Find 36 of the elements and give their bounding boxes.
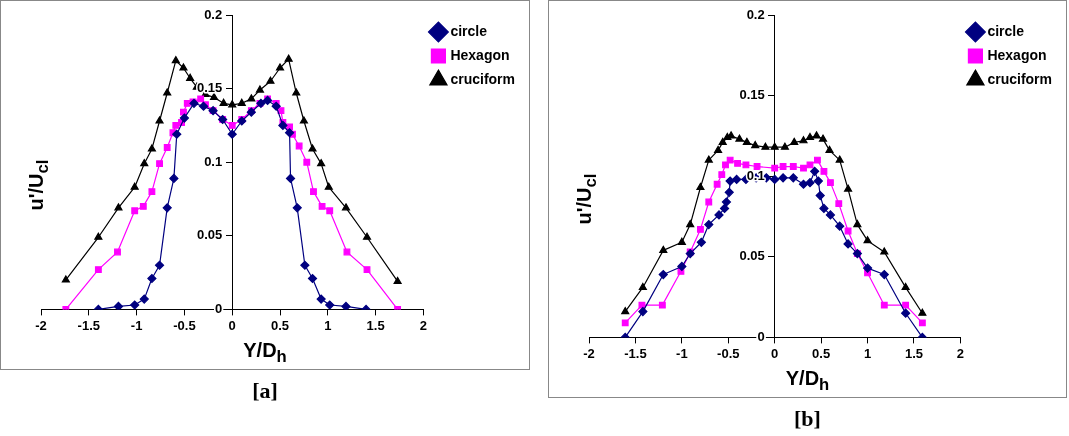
- x-tick-label: -2: [583, 345, 595, 361]
- x-tick-label: 1: [863, 345, 872, 361]
- legend-label: cruciform: [450, 70, 516, 87]
- x-tick-label: -2: [35, 317, 47, 333]
- x-tick-label: 1.5: [366, 317, 385, 333]
- x-tick-label: -1: [130, 317, 143, 333]
- x-tick-label: -0.5: [717, 345, 740, 361]
- x-tick-label: 0: [771, 345, 779, 361]
- legend-label: Hexagon: [450, 46, 510, 63]
- x-axis-title: Y/D$_{h}$: [242, 339, 288, 367]
- x-tick-label: 1: [324, 317, 332, 333]
- x-tick-label: 0: [228, 317, 236, 333]
- x-tick-label: -0.5: [173, 317, 196, 333]
- y-tick-label: 0.1: [204, 153, 223, 169]
- legend-label: Hexagon: [987, 46, 1047, 63]
- x-tick-label: 2: [956, 345, 965, 361]
- x-tick-label: 2: [419, 317, 428, 333]
- x-tick-label: -1.5: [624, 345, 647, 361]
- x-tick-label: 0.5: [812, 345, 831, 361]
- x-tick-label: -1: [676, 345, 688, 361]
- y-tick-label: 0.05: [739, 248, 765, 264]
- x-tick-label: 1.5: [904, 345, 924, 361]
- y-tick-label: 0: [214, 300, 223, 316]
- text: [a]: [252, 378, 278, 404]
- x-axis-title: Y/D$_{h}$: [784, 367, 831, 395]
- x-tick-label: -1.5: [77, 317, 101, 333]
- y-tick-label: 0: [757, 328, 765, 344]
- y-tick-label: 0.05: [196, 227, 223, 243]
- legend-label: cruciform: [987, 70, 1053, 87]
- y-tick-label: 0.15: [739, 87, 765, 103]
- x-tick-label: 0.5: [270, 317, 290, 333]
- y-tick-label: 0.2: [746, 6, 765, 22]
- text: [b]: [794, 406, 821, 432]
- legend-label: circle: [987, 22, 1025, 39]
- y-tick-label: 0.2: [204, 6, 223, 22]
- legend-label: circle: [450, 22, 488, 39]
